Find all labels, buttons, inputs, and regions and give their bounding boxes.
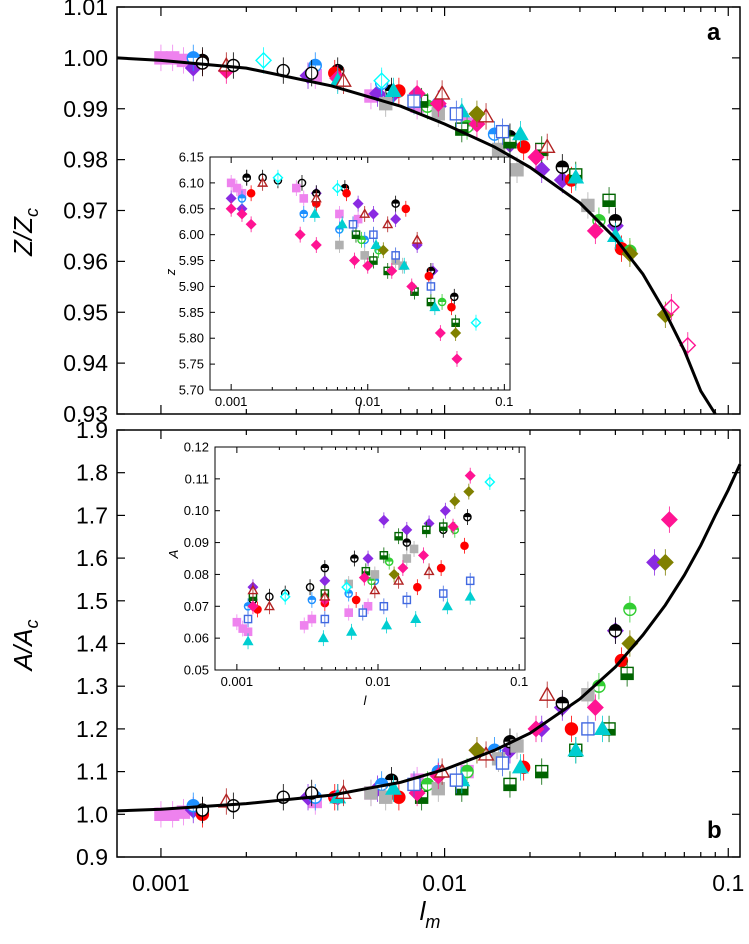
inset-x-tick-label: 0.01 xyxy=(355,394,380,409)
y-tick-label: 1.9 xyxy=(76,417,108,443)
y-tick-label: 1.1 xyxy=(76,759,108,785)
y-tick-label: 1.6 xyxy=(76,545,108,571)
inset-b-yticks: 0.12 0.11 0.10 0.09 0.08 0.07 0.06 0.05 xyxy=(184,440,525,678)
y-tick-label: 0.99 xyxy=(63,96,108,122)
y-tick-label: 1.4 xyxy=(76,631,108,657)
inset-y-tick-label: 5.95 xyxy=(179,253,204,268)
inset-y-tick-label: 5.90 xyxy=(179,279,204,294)
inset-a-xticks: 0.001 0.01 0.1 xyxy=(215,157,513,409)
inset-a: 6.15 6.10 6.05 6.00 5.95 5.90 5.85 5.80 5.75 5.70… xyxy=(163,150,513,414)
inset-b-xticks: 0.001 0.01 0.1 xyxy=(221,447,528,689)
inset-b-ylabel: A xyxy=(166,550,181,560)
y-tick-label: 1.01 xyxy=(63,0,108,20)
inset-x-tick-label: 0.1 xyxy=(495,394,513,409)
inset-y-tick-label: 6.05 xyxy=(179,201,204,216)
inset-y-tick-label: 0.07 xyxy=(184,599,209,614)
panel-a-label: a xyxy=(707,19,721,46)
y-tick-label: 1.5 xyxy=(76,588,108,614)
panel-a: a Z/Zc 1.01 1.00 0.99 0.98 0.97 0.96 0.95 0.94 0… xyxy=(8,0,741,427)
panel-a-fit-curve xyxy=(116,56,717,415)
panel-b: b A/Ac lm 1.9 1.8 1.7 1.6 1.5 1.4 1.3 1.2 1.1 1.0… xyxy=(8,417,744,932)
panel-b-ylabel: A/Ac xyxy=(8,620,42,673)
inset-x-tick-label: 0.01 xyxy=(365,674,390,689)
panel-a-ylabel: Z/Zc xyxy=(8,208,42,257)
inset-y-tick-label: 0.08 xyxy=(184,567,209,582)
inset-y-tick-label: 6.15 xyxy=(179,150,204,165)
inset-b: 0.120.110.100.090.080.070.060.05 0.001 0.… xyxy=(166,440,528,709)
inset-y-tick-label: 0.12 xyxy=(184,440,209,455)
y-tick-label: 0.93 xyxy=(63,401,108,427)
y-tick-label: 0.95 xyxy=(63,299,108,325)
panel-a-xticks xyxy=(160,7,729,414)
inset-y-tick-label: 5.75 xyxy=(179,357,204,372)
y-tick-label: 1.2 xyxy=(76,716,108,742)
inset-x-tick-label: 0.001 xyxy=(221,674,254,689)
inset-y-tick-label: 0.06 xyxy=(184,631,209,646)
x-tick-label: 0.01 xyxy=(422,870,467,896)
inset-a-points xyxy=(225,169,482,367)
inset-a-ylabel: z xyxy=(163,268,178,276)
panel-b-points xyxy=(154,506,678,828)
inset-y-tick-label: 6.00 xyxy=(179,227,204,242)
inset-a-yticks: 6.15 6.10 6.05 6.00 5.95 5.90 5.85 5.80 5.75 5.70 xyxy=(179,150,510,398)
inset-a-xlabel: l xyxy=(359,398,363,413)
y-tick-label: 1.00 xyxy=(63,45,108,71)
x-tick-label: 0.001 xyxy=(132,870,190,896)
inset-y-tick-label: 6.10 xyxy=(179,175,204,190)
inset-y-tick-label: 0.10 xyxy=(184,503,209,518)
inset-b-xlabel: l xyxy=(364,693,368,708)
y-tick-label: 0.9 xyxy=(76,844,108,870)
panel-a-yticks: 1.01 1.00 0.99 0.98 0.97 0.96 0.95 0.94 0.93 xyxy=(63,0,740,427)
inset-y-tick-label: 0.05 xyxy=(184,663,209,678)
inset-y-tick-label: 5.70 xyxy=(179,383,204,398)
panel-b-label: b xyxy=(707,817,722,844)
inset-y-tick-label: 0.11 xyxy=(185,471,209,486)
y-tick-label: 1.0 xyxy=(76,801,108,827)
inset-x-tick-label: 0.001 xyxy=(215,394,248,409)
inset-a-frame xyxy=(209,156,511,391)
panel-b-fit-curve xyxy=(116,463,742,813)
inset-b-points xyxy=(232,467,496,650)
y-tick-label: 0.94 xyxy=(63,350,108,376)
y-tick-label: 0.98 xyxy=(63,147,108,173)
y-tick-label: 1.3 xyxy=(76,673,108,699)
y-tick-label: 0.96 xyxy=(63,248,108,274)
y-tick-label: 1.7 xyxy=(76,502,108,528)
inset-y-tick-label: 5.85 xyxy=(179,305,204,320)
inset-y-tick-label: 5.80 xyxy=(179,331,204,346)
x-axis-label: lm xyxy=(420,896,441,932)
y-tick-label: 1.8 xyxy=(76,460,108,486)
y-tick-label: 0.97 xyxy=(63,198,108,224)
inset-x-tick-label: 0.1 xyxy=(510,674,528,689)
inset-y-tick-label: 0.09 xyxy=(184,535,209,550)
panel-b-xticks: 0.001 0.01 0.1 xyxy=(132,430,744,896)
x-tick-label: 0.1 xyxy=(712,870,744,896)
panel-b-yticks: 1.9 1.8 1.7 1.6 1.5 1.4 1.3 1.2 1.1 1.0 0.9 xyxy=(76,417,740,870)
